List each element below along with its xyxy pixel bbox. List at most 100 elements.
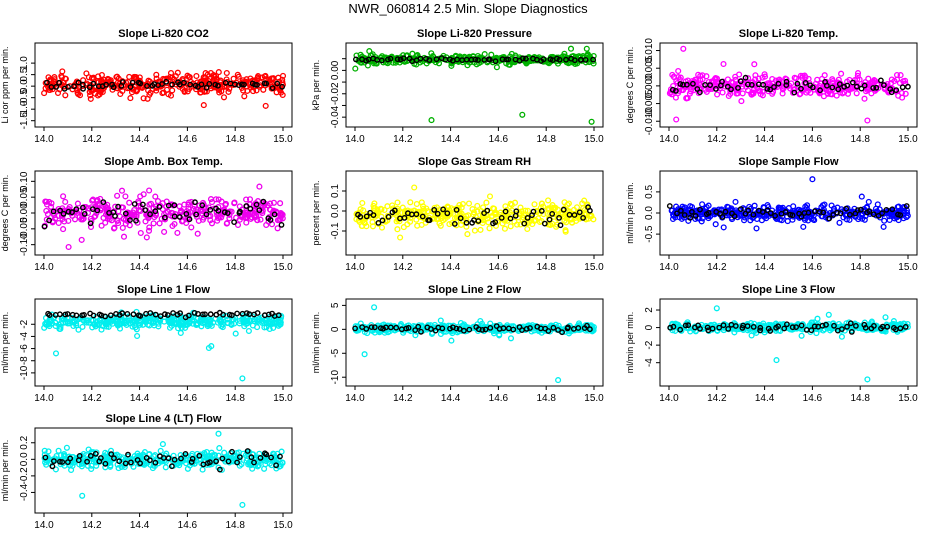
scatter-point	[75, 326, 82, 333]
highlight-point	[161, 214, 168, 221]
y-axis-label: kPa per min.	[311, 60, 321, 111]
scatter-point	[161, 228, 168, 235]
highlight-point	[719, 213, 726, 220]
highlight-point	[760, 81, 766, 88]
highlight-point	[870, 85, 877, 91]
scatter-point	[194, 230, 201, 237]
highlight-point	[426, 217, 433, 224]
scatter-point	[373, 60, 380, 67]
highlight-point	[486, 56, 493, 63]
highlight-point	[439, 325, 446, 332]
scatter-point	[891, 215, 898, 222]
highlight-point	[844, 323, 850, 330]
highlight-point	[378, 57, 385, 64]
scatter-point	[184, 88, 191, 95]
scatter-point	[215, 430, 222, 437]
highlight-point	[122, 210, 129, 217]
scatter-point	[60, 193, 67, 200]
highlight-point	[273, 462, 279, 469]
highlight-point	[905, 83, 911, 90]
scatter-point	[555, 377, 562, 384]
scatter-point	[719, 89, 726, 96]
highlight-point	[385, 213, 392, 220]
scatter-point	[829, 86, 836, 93]
highlight-point	[387, 324, 394, 331]
scatter-point	[181, 87, 188, 94]
scatter-point	[861, 95, 868, 102]
scatter-point	[221, 449, 228, 456]
highlight-point	[732, 323, 739, 329]
y-axis-label: ml/min per min.	[0, 312, 10, 374]
scatter-point	[215, 69, 222, 76]
highlight-point	[111, 455, 117, 462]
scatter-point	[93, 462, 100, 469]
x-tick-label: 14.0	[34, 393, 54, 404]
scatter-point	[784, 218, 791, 225]
scatter-point	[680, 45, 687, 52]
scatter-point	[65, 243, 72, 251]
scatter-point	[790, 203, 797, 210]
scatter-point	[102, 464, 109, 471]
x-tick-label: 14.6	[178, 134, 198, 145]
highlight-point	[80, 85, 87, 92]
scatter-point	[352, 65, 359, 72]
x-tick-label: 14.4	[130, 520, 150, 531]
scatter-point	[752, 72, 759, 79]
highlight-point	[193, 211, 200, 218]
highlight-point	[192, 199, 198, 206]
highlight-point	[238, 81, 245, 88]
highlight-point	[189, 455, 196, 462]
highlight-point	[820, 209, 827, 216]
scatter-point	[675, 67, 682, 75]
scatter-point	[87, 223, 95, 231]
scatter-point	[97, 206, 104, 213]
highlight-point	[50, 208, 57, 215]
scatter-point	[741, 214, 748, 221]
scatter-point	[774, 83, 781, 91]
highlight-point	[705, 209, 712, 216]
scatter-point	[448, 337, 455, 344]
scatter-point	[143, 234, 150, 241]
scatter-point	[43, 321, 50, 328]
scatter-point	[429, 56, 436, 63]
scatter-point	[243, 210, 250, 217]
scatter-point	[763, 215, 770, 222]
scatter-point	[456, 201, 463, 209]
y-tick-label: 0.10	[19, 171, 30, 191]
scatter-point	[136, 74, 143, 81]
highlight-point	[419, 213, 426, 220]
highlight-point	[269, 85, 276, 92]
x-tick-label: 14.8	[850, 262, 870, 273]
figure-title: NWR_060814 2.5 Min. Slope Diagnostics	[348, 1, 588, 16]
highlight-point	[824, 82, 830, 89]
highlight-point	[159, 81, 165, 87]
highlight-point	[742, 74, 749, 81]
scatter-point	[409, 50, 416, 57]
scatter-point	[239, 501, 246, 508]
scatter-point	[107, 447, 115, 454]
highlight-point	[546, 216, 553, 223]
scatter-point	[893, 71, 901, 79]
scatter-point	[152, 210, 160, 217]
x-tick-label: 15.0	[273, 134, 293, 145]
highlight-point	[87, 452, 94, 459]
highlight-point	[156, 203, 163, 210]
x-tick-label: 15.0	[898, 262, 918, 273]
highlight-point	[798, 322, 805, 329]
scatter-point	[52, 350, 60, 357]
highlight-point	[521, 220, 528, 227]
panel-co2: Slope Li-820 CO2 Li cor ppm per min. 14.0 1…	[0, 28, 293, 145]
highlight-point	[722, 208, 729, 215]
x-tick-label: 15.0	[584, 134, 604, 145]
plot-frame	[345, 42, 604, 128]
highlight-point	[387, 55, 394, 62]
highlight-point	[412, 327, 419, 333]
scatter-point	[114, 192, 121, 199]
data-points	[41, 430, 286, 508]
scatter-point	[65, 205, 72, 213]
highlight-point	[254, 82, 260, 88]
scatter-point	[100, 455, 107, 462]
highlight-point	[391, 207, 398, 214]
highlight-point	[697, 325, 703, 332]
y-tick-label: -4	[644, 358, 655, 367]
